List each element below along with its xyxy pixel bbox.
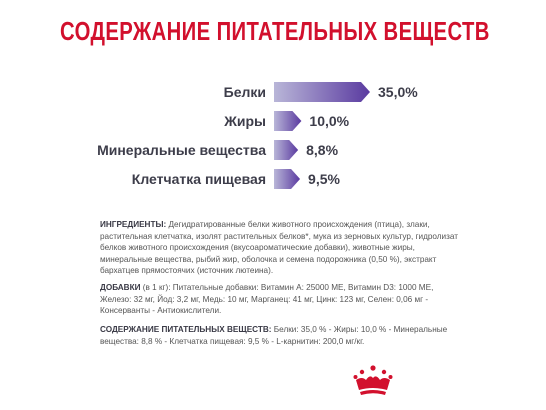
ingredients-body: Дегидратированные белки животного происх…: [100, 220, 459, 275]
bar: [274, 140, 299, 160]
bar: [274, 82, 370, 102]
bar: [274, 169, 301, 189]
nutrients-body: Белки: 35,0 % - Жиры: 10,0 % - Минеральн…: [100, 325, 448, 346]
category-label: Жиры: [223, 113, 266, 129]
value-label: 10,0%: [309, 113, 349, 129]
ingredients-label: ИНГРЕДИЕНТЫ:: [100, 220, 167, 229]
additives-text: ДОБАВКИ (в 1 кг): Питательные добавки: В…: [100, 282, 460, 317]
nutrient-bar-chart: Белки 35,0% Жиры 10,0% Минеральные вещества 8…: [97, 82, 418, 189]
additives-body: (в 1 кг): Питательные добавки: Витамин A…: [100, 283, 434, 315]
category-label: Клетчатка пищевая: [132, 171, 266, 187]
category-label: Белки: [224, 84, 266, 100]
nutrients-label: СОДЕРЖАНИЕ ПИТАТЕЛЬНЫХ ВЕЩЕСТВ:: [100, 325, 272, 334]
bar: [274, 111, 302, 131]
page-title: СОДЕРЖАНИЕ ПИТАТЕЛЬНЫХ ВЕЩЕСТВ: [60, 16, 490, 46]
value-label: 8,8%: [306, 142, 338, 158]
nutrients-text: СОДЕРЖАНИЕ ПИТАТЕЛЬНЫХ ВЕЩЕСТВ: Белки: 3…: [100, 324, 460, 347]
category-label: Минеральные вещества: [97, 142, 266, 158]
value-label: 35,0%: [378, 84, 418, 100]
crown-icon: [353, 365, 393, 395]
value-label: 9,5%: [308, 171, 340, 187]
ingredients-text: ИНГРЕДИЕНТЫ: Дегидратированные белки жив…: [100, 219, 460, 277]
additives-label: ДОБАВКИ: [100, 283, 141, 292]
